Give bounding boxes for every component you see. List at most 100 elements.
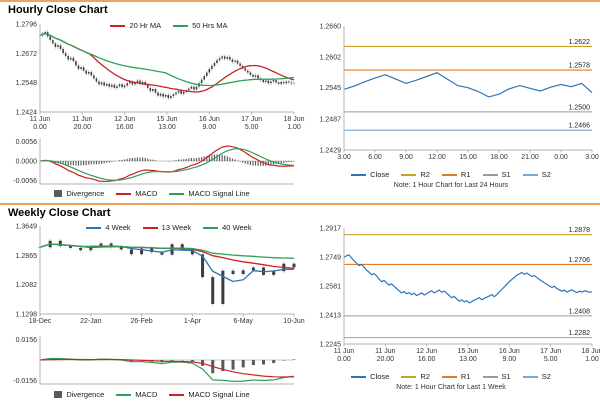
- legend-item-20hr-ma: 20 Hr MA: [110, 21, 161, 30]
- weekly-macd-chart: 0.0156 -0.0156: [6, 332, 298, 388]
- svg-text:1.2660: 1.2660: [320, 24, 342, 31]
- weekly-section-title: Weekly Close Chart: [8, 207, 111, 219]
- r1-swatch: [441, 375, 457, 378]
- svg-text:1.2429: 1.2429: [320, 148, 342, 155]
- svg-text:1.2749: 1.2749: [320, 255, 342, 262]
- hourly-pivot-legend: Close R2 R1 S1 S2: [308, 170, 594, 179]
- svg-text:5.00: 5.00: [245, 124, 259, 131]
- svg-text:1.2082: 1.2082: [16, 282, 38, 289]
- svg-text:16.00: 16.00: [116, 124, 134, 131]
- svg-text:16 Jun: 16 Jun: [499, 348, 520, 355]
- svg-text:1.00: 1.00: [585, 356, 599, 363]
- svg-text:1.2672: 1.2672: [16, 51, 38, 58]
- legend-item-r1: R1: [441, 372, 471, 381]
- legend-item-r2: R2: [401, 372, 430, 381]
- s1-label: S1: [501, 372, 511, 381]
- svg-text:0.00: 0.00: [337, 356, 351, 363]
- divergence-swatch: [54, 391, 63, 398]
- svg-text:1.2500: 1.2500: [569, 104, 591, 111]
- svg-text:17 Jun: 17 Jun: [540, 348, 561, 355]
- legend-item-s1: S1: [482, 170, 511, 179]
- s2-swatch: [522, 375, 538, 378]
- macd-signal-label: MACD Signal Line: [188, 390, 250, 399]
- ma-20-label: 20 Hr MA: [129, 21, 162, 30]
- svg-text:13.00: 13.00: [158, 124, 176, 131]
- svg-text:1.2413: 1.2413: [320, 313, 342, 320]
- legend-item-r2: R2: [401, 170, 430, 179]
- weekly-pivot-chart: 1.2917 1.2749 1.2581 1.2413 1.2245 1.2878 1.27…: [308, 222, 600, 368]
- s1-swatch: [482, 173, 498, 176]
- svg-text:12 Jun: 12 Jun: [416, 348, 437, 355]
- s1-swatch: [482, 375, 498, 378]
- svg-text:11 Jun: 11 Jun: [30, 116, 51, 123]
- svg-text:0.00: 0.00: [554, 154, 568, 161]
- svg-text:1.2408: 1.2408: [569, 308, 591, 315]
- r1-label: R1: [460, 372, 471, 381]
- svg-text:1.00: 1.00: [287, 124, 301, 131]
- svg-text:1.2487: 1.2487: [320, 116, 342, 123]
- svg-text:22-Jan: 22-Jan: [80, 318, 102, 325]
- s1-label: S1: [501, 170, 511, 179]
- svg-text:1.3649: 1.3649: [16, 224, 38, 231]
- svg-text:21.00: 21.00: [521, 154, 539, 161]
- svg-text:0.00: 0.00: [33, 124, 47, 131]
- legend-item-macd-signal: MACD Signal Line: [169, 390, 250, 399]
- legend-item-divergence: Divergence: [54, 189, 104, 198]
- svg-text:3.00: 3.00: [337, 154, 351, 161]
- legend-item-divergence: Divergence: [54, 390, 104, 399]
- ma-4w-label: 4 Week: [105, 223, 131, 232]
- svg-text:12 Jun: 12 Jun: [114, 116, 135, 123]
- svg-text:15 Jun: 15 Jun: [156, 116, 177, 123]
- macd-swatch: [116, 393, 132, 396]
- legend-item-50hr-ma: 50 Hrs MA: [173, 21, 228, 30]
- r1-label: R1: [460, 170, 471, 179]
- svg-text:1.2706: 1.2706: [569, 257, 591, 264]
- legend-item-4-week: 4 Week: [86, 223, 131, 232]
- svg-text:1.2878: 1.2878: [569, 227, 591, 234]
- svg-text:1.2796: 1.2796: [16, 22, 38, 29]
- r2-label: R2: [420, 170, 430, 179]
- hourly-macd-chart: 0.0056 0.0000 -0.0056: [6, 134, 298, 188]
- svg-text:0.0056: 0.0056: [16, 139, 38, 146]
- macd-label: MACD: [135, 390, 158, 399]
- hourly-price-chart: 1.2796 1.2672 1.2548 1.2424 11 Jun 0.00 11 Jun…: [6, 20, 305, 132]
- svg-text:1.2548: 1.2548: [16, 80, 38, 87]
- svg-text:1.2245: 1.2245: [320, 342, 342, 349]
- close-swatch: [351, 173, 367, 176]
- weekly-macd-legend: Divergence MACD MACD Signal Line: [6, 390, 298, 399]
- svg-text:0.0156: 0.0156: [16, 337, 38, 344]
- legend-item-macd: MACD: [116, 189, 157, 198]
- legend-item-s1: S1: [482, 372, 511, 381]
- svg-text:16.00: 16.00: [418, 356, 436, 363]
- svg-text:15 Jun: 15 Jun: [457, 348, 478, 355]
- svg-text:5.00: 5.00: [544, 356, 558, 363]
- ma-20-swatch: [110, 24, 126, 27]
- svg-text:20.00: 20.00: [74, 124, 92, 131]
- svg-text:1-Apr: 1-Apr: [184, 318, 202, 325]
- svg-text:18-Dec: 18-Dec: [29, 318, 52, 325]
- divergence-label: Divergence: [66, 390, 105, 399]
- svg-text:17 Jun: 17 Jun: [241, 116, 262, 123]
- svg-text:1.2545: 1.2545: [320, 85, 342, 92]
- svg-text:1.2622: 1.2622: [569, 39, 591, 46]
- svg-text:11 Jun: 11 Jun: [334, 348, 355, 355]
- legend-item-close: Close: [351, 170, 389, 179]
- s2-label: S2: [541, 170, 551, 179]
- close-label: Close: [370, 170, 390, 179]
- hourly-pivot-note: Note: 1 Hour Chart for Last 24 Hours: [393, 182, 509, 189]
- hourly-macd-legend: Divergence MACD MACD Signal Line: [6, 189, 298, 198]
- hourly-pivot-chart: 1.2660 1.2602 1.2545 1.2487 1.2429 1.2622 1.25…: [308, 20, 599, 166]
- svg-text:1.2282: 1.2282: [569, 330, 591, 337]
- macd-signal-swatch: [169, 393, 185, 396]
- ma-40w-swatch: [203, 226, 219, 229]
- top-divider: [0, 0, 600, 2]
- svg-text:15.00: 15.00: [459, 154, 477, 161]
- r1-swatch: [441, 173, 457, 176]
- svg-text:1.2865: 1.2865: [16, 253, 38, 260]
- svg-text:18 Jun: 18 Jun: [581, 348, 600, 355]
- svg-text:9.00: 9.00: [399, 154, 413, 161]
- divergence-swatch: [54, 190, 63, 197]
- macd-swatch: [116, 192, 132, 195]
- svg-text:1.1298: 1.1298: [16, 312, 38, 319]
